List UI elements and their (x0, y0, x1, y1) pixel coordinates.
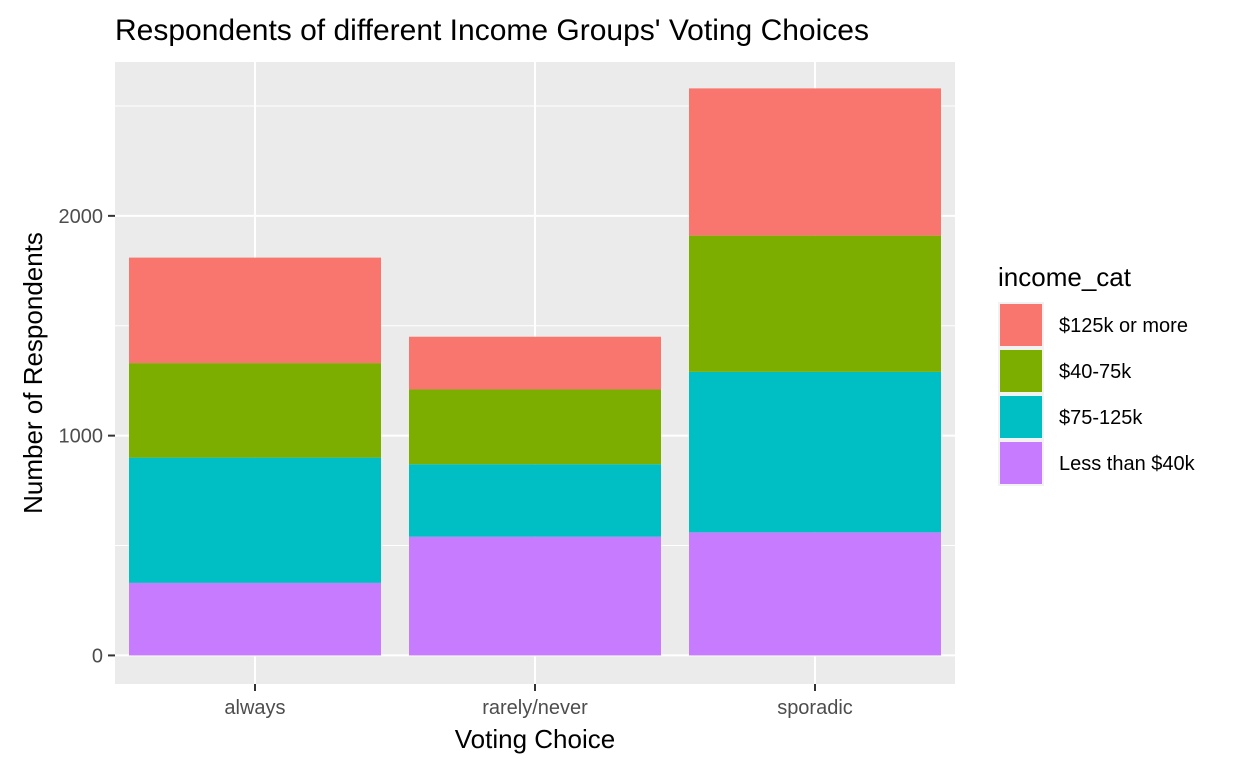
legend-label: $125k or more (1059, 315, 1188, 337)
bar-segment (689, 371, 941, 533)
chart-title: Respondents of different Income Groups' … (115, 14, 869, 47)
axes: 0 1000 2000 always rarely/never sporadic (59, 206, 853, 719)
legend-label: $40-75k (1059, 361, 1132, 383)
legend-key (1000, 350, 1042, 392)
legend-key (1000, 304, 1042, 346)
legend: income_cat $125k or more $40-75k $75-125k L… (998, 262, 1196, 486)
x-tick-label: rarely/never (482, 697, 588, 719)
bar-segment (689, 235, 941, 372)
x-tick-label: always (224, 697, 285, 719)
bars (129, 88, 941, 656)
y-tick-label: 1000 (59, 426, 104, 448)
x-tick-label: sporadic (777, 697, 853, 719)
legend-title: income_cat (998, 262, 1132, 292)
bar-segment (409, 464, 661, 537)
bar-segment (689, 88, 941, 236)
bar-segment (129, 363, 381, 458)
x-axis-title: Voting Choice (455, 724, 615, 754)
y-tick-label: 0 (92, 645, 103, 667)
bar-segment (409, 536, 661, 656)
legend-label: Less than $40k (1059, 453, 1196, 475)
y-tick-label: 2000 (59, 206, 104, 228)
bar-segment (409, 336, 661, 390)
bar-segment (129, 457, 381, 583)
bar-segment (689, 532, 941, 656)
bar-segment (129, 257, 381, 364)
bar-segment (129, 582, 381, 656)
legend-label: $75-125k (1059, 407, 1143, 429)
legend-key (1000, 442, 1042, 484)
y-axis-title: Number of Respondents (18, 232, 48, 514)
legend-key (1000, 396, 1042, 438)
bar-segment (409, 389, 661, 465)
